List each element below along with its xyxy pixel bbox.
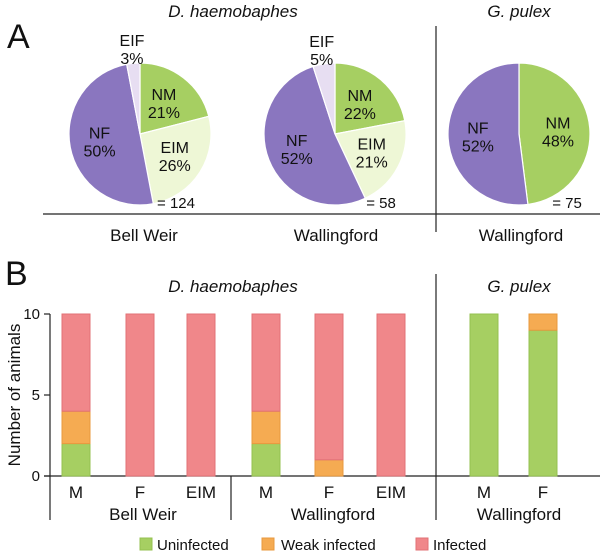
pie1-slice-nm bbox=[139, 62, 210, 135]
species-right-title-a: G. pulex bbox=[487, 2, 551, 21]
legend: Uninfected Weak infected Infected bbox=[139, 537, 486, 554]
legend-label-uninfected: Uninfected bbox=[157, 537, 229, 554]
pie1-n-label: = 124 bbox=[157, 195, 195, 212]
pie2-label-eif: EIF bbox=[309, 34, 334, 51]
pie2-label-nm: NM bbox=[347, 88, 372, 105]
x-tick-label-1: M bbox=[69, 483, 83, 502]
legend-swatch-infected bbox=[415, 537, 429, 551]
bar-8-uninfected bbox=[528, 329, 558, 477]
x-tick-label-3: EIM bbox=[186, 483, 216, 502]
legend-swatch-uninfected bbox=[139, 537, 153, 551]
stacked-bars: 0 5 10 M F EIM M F EIM M F bbox=[23, 306, 558, 502]
pie1-slice-eif bbox=[125, 62, 141, 135]
pie3-label-nm: NM bbox=[546, 116, 571, 133]
pie3-pct-nm: 48% bbox=[542, 134, 574, 151]
pie2-pct-nf: 52% bbox=[281, 151, 313, 168]
species-left-title-a: D. haemobaphes bbox=[168, 2, 298, 21]
y-tick-label-0: 0 bbox=[32, 468, 40, 485]
bar-4-uninfected bbox=[251, 443, 281, 477]
pie2-pct-nm: 22% bbox=[344, 106, 376, 123]
legend-swatch-weak-infected bbox=[261, 537, 275, 551]
pie2-pct-eim: 21% bbox=[356, 155, 388, 172]
pie3-slice-nm bbox=[518, 62, 591, 206]
pie1-pct-eim: 26% bbox=[159, 158, 191, 175]
x-tick-label-4: M bbox=[259, 483, 273, 502]
pie3-label-nf: NF bbox=[467, 121, 489, 138]
bar-6-infected bbox=[376, 313, 406, 477]
pie2-label-nf: NF bbox=[286, 133, 308, 150]
legend-label-weak-infected: Weak infected bbox=[281, 537, 376, 554]
x-tick-label-8: F bbox=[538, 483, 548, 502]
pie3-n-label: = 75 bbox=[552, 195, 582, 212]
pie1-slice-eim bbox=[139, 115, 212, 205]
pie2-slice-nf bbox=[263, 65, 367, 206]
bar-5-weak-infected bbox=[314, 459, 344, 477]
pie1-label-nm: NM bbox=[151, 87, 176, 104]
bar-2-infected bbox=[125, 313, 155, 477]
panel-b-label: B bbox=[5, 255, 28, 293]
y-tick-label-10: 10 bbox=[23, 306, 40, 323]
group-label-bell-weir: Bell Weir bbox=[109, 505, 177, 524]
y-tick-label-5: 5 bbox=[32, 387, 40, 404]
y-axis-label: Number of animals bbox=[5, 324, 24, 467]
pie2-slice-nm bbox=[334, 62, 406, 135]
pie3-site-label: Wallingford bbox=[479, 226, 563, 245]
pie2-slice-eim bbox=[334, 119, 407, 200]
legend-label-infected: Infected bbox=[433, 537, 486, 554]
pie3-pct-nf: 52% bbox=[462, 139, 494, 156]
species-right-title-b: G. pulex bbox=[487, 277, 551, 296]
pie1-pct-nf: 50% bbox=[84, 144, 116, 161]
pie1-slice-nf bbox=[68, 63, 155, 206]
bar-4-weak-infected bbox=[251, 410, 281, 445]
pie1-label-nf: NF bbox=[89, 126, 111, 143]
bar-1-weak-infected bbox=[61, 410, 91, 445]
pie1-site-label: Bell Weir bbox=[110, 226, 178, 245]
pie2-slice-eif bbox=[312, 62, 336, 135]
bar-4-infected bbox=[251, 313, 281, 412]
pie1-label-eif: EIF bbox=[120, 33, 145, 50]
pie2-n-label: = 58 bbox=[366, 195, 396, 212]
pie1-pct-eif: 3% bbox=[120, 51, 143, 68]
pie2-site-label: Wallingford bbox=[294, 226, 378, 245]
group-label-wallingford-dh: Wallingford bbox=[291, 505, 375, 524]
bar-1-uninfected bbox=[61, 443, 91, 477]
panel-a-label: A bbox=[7, 18, 30, 56]
x-tick-label-2: F bbox=[135, 483, 145, 502]
pie2-label-eim: EIM bbox=[357, 137, 385, 154]
x-tick-label-7: M bbox=[477, 483, 491, 502]
pie2-pct-eif: 5% bbox=[310, 52, 333, 69]
bar-3-infected bbox=[186, 313, 216, 477]
pie3-slice-nf bbox=[447, 62, 529, 206]
x-tick-label-6: EIM bbox=[376, 483, 406, 502]
bar-8-weak-infected bbox=[528, 313, 558, 331]
group-label-wallingford-gp: Wallingford bbox=[477, 505, 561, 524]
pie1-label-eim: EIM bbox=[161, 140, 189, 157]
species-left-title-b: D. haemobaphes bbox=[168, 277, 298, 296]
bar-1-infected bbox=[61, 313, 91, 412]
bar-5-infected bbox=[314, 313, 344, 461]
pie1-pct-nm: 21% bbox=[148, 105, 180, 122]
x-tick-label-5: F bbox=[324, 483, 334, 502]
bar-7-uninfected bbox=[469, 313, 499, 477]
